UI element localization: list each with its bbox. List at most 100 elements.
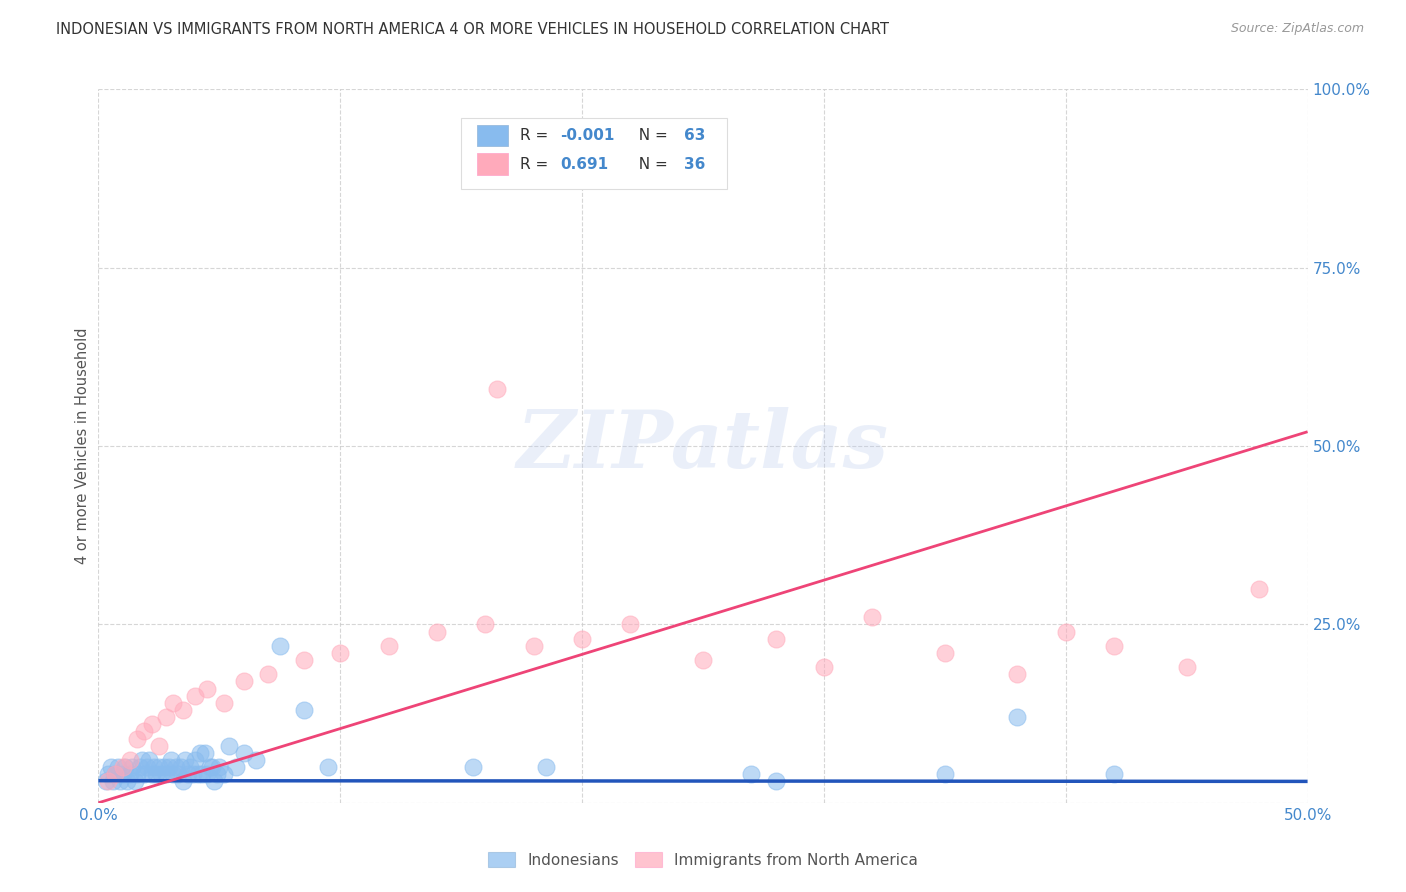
Point — [165, 760, 187, 774]
Point — [740, 767, 762, 781]
Point — [143, 760, 166, 774]
Point — [111, 767, 134, 781]
Point — [107, 760, 129, 774]
Point — [145, 767, 167, 781]
FancyBboxPatch shape — [477, 125, 509, 146]
Point — [212, 767, 235, 781]
Point — [177, 767, 200, 781]
Point — [104, 767, 127, 781]
Point — [534, 760, 557, 774]
Point — [157, 760, 180, 774]
Point — [162, 696, 184, 710]
Point — [172, 703, 194, 717]
Point — [111, 760, 134, 774]
Point — [194, 746, 217, 760]
Point — [1102, 767, 1125, 781]
Text: 0.691: 0.691 — [561, 157, 609, 171]
Point — [179, 760, 201, 774]
Point — [101, 774, 124, 789]
Point — [184, 753, 207, 767]
Point — [1054, 624, 1077, 639]
Point — [134, 767, 156, 781]
Point — [148, 760, 170, 774]
Point — [124, 774, 146, 789]
Point — [205, 767, 228, 781]
Point — [377, 639, 399, 653]
Point — [94, 774, 117, 789]
Point — [292, 653, 315, 667]
Point — [212, 696, 235, 710]
Point — [204, 774, 226, 789]
Point — [127, 731, 149, 746]
Point — [97, 767, 120, 781]
Point — [160, 753, 183, 767]
Point — [135, 760, 157, 774]
Point — [232, 674, 254, 689]
Point — [198, 760, 221, 774]
Point — [269, 639, 291, 653]
Point — [172, 774, 194, 789]
Point — [486, 382, 509, 396]
Point — [117, 774, 139, 789]
Point — [97, 774, 120, 789]
Point — [208, 760, 231, 774]
Point — [463, 760, 485, 774]
Point — [765, 632, 787, 646]
Point — [138, 753, 160, 767]
Point — [1102, 639, 1125, 653]
Point — [245, 753, 267, 767]
Text: N =: N = — [630, 157, 673, 171]
Point — [1175, 660, 1198, 674]
FancyBboxPatch shape — [477, 153, 509, 175]
Text: R =: R = — [520, 128, 554, 143]
Point — [474, 617, 496, 632]
Text: INDONESIAN VS IMMIGRANTS FROM NORTH AMERICA 4 OR MORE VEHICLES IN HOUSEHOLD CORR: INDONESIAN VS IMMIGRANTS FROM NORTH AMER… — [56, 22, 889, 37]
Point — [169, 760, 191, 774]
Point — [128, 760, 150, 774]
Text: Source: ZipAtlas.com: Source: ZipAtlas.com — [1230, 22, 1364, 36]
Point — [155, 767, 177, 781]
Point — [195, 767, 218, 781]
Point — [765, 774, 787, 789]
Point — [256, 667, 278, 681]
Text: 63: 63 — [683, 128, 704, 143]
Point — [184, 689, 207, 703]
Point — [141, 767, 163, 781]
Point — [1007, 667, 1029, 681]
Point — [1249, 582, 1271, 596]
Point — [131, 753, 153, 767]
Point — [114, 760, 136, 774]
Point — [813, 660, 835, 674]
Point — [108, 774, 131, 789]
Point — [619, 617, 641, 632]
Point — [104, 767, 127, 781]
Point — [127, 767, 149, 781]
Point — [155, 710, 177, 724]
Point — [571, 632, 593, 646]
Point — [152, 760, 174, 774]
Point — [100, 760, 122, 774]
Point — [167, 767, 190, 781]
Point — [934, 646, 956, 660]
Point — [148, 739, 170, 753]
Point — [218, 739, 240, 753]
Point — [225, 760, 247, 774]
Point — [316, 760, 339, 774]
Point — [292, 703, 315, 717]
Point — [118, 767, 141, 781]
Y-axis label: 4 or more Vehicles in Household: 4 or more Vehicles in Household — [75, 327, 90, 565]
Text: -0.001: -0.001 — [561, 128, 614, 143]
Point — [134, 724, 156, 739]
Text: ZIPatlas: ZIPatlas — [517, 408, 889, 484]
Point — [692, 653, 714, 667]
Point — [121, 760, 143, 774]
Point — [201, 760, 224, 774]
Point — [934, 767, 956, 781]
Point — [174, 753, 197, 767]
Text: 36: 36 — [683, 157, 704, 171]
Point — [162, 767, 184, 781]
Point — [426, 624, 449, 639]
Text: R =: R = — [520, 157, 554, 171]
Point — [195, 681, 218, 696]
Point — [187, 767, 209, 781]
